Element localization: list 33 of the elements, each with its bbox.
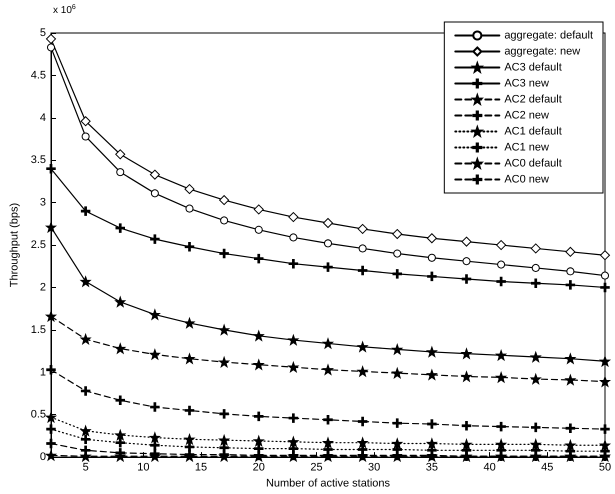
- legend-label: aggregate: new: [504, 46, 580, 58]
- y-tick-label: 3.5: [30, 154, 46, 166]
- legend-label: AC2 default: [504, 94, 562, 106]
- legend-label: AC1 new: [504, 142, 550, 154]
- legend-label: AC3 new: [504, 78, 550, 90]
- y-tick-label: 4: [40, 112, 46, 124]
- x-tick-label: 50: [598, 462, 612, 474]
- legend-label: AC2 new: [504, 110, 550, 122]
- y-tick-label: 5: [40, 27, 46, 39]
- y-tick-label: 1.5: [30, 324, 46, 336]
- x-tick-label: 25: [310, 462, 323, 474]
- legend-label: AC1 default: [504, 126, 562, 138]
- y-tick-label: 1: [40, 366, 46, 378]
- x-axis-title: Number of active stations: [266, 478, 391, 490]
- x-tick-label: 5: [82, 462, 89, 474]
- x-tick-label: 35: [426, 462, 438, 474]
- y-tick-label: 2.5: [30, 239, 46, 252]
- legend-label: AC0 new: [504, 174, 550, 186]
- y-tick-label: 0: [40, 451, 46, 464]
- legend-label: aggregate: default: [504, 30, 594, 42]
- x-tick-label: 20: [252, 462, 265, 474]
- y-axis-title: Throughput (bps): [8, 202, 20, 288]
- x-tick-label: 45: [541, 462, 554, 474]
- y-tick-label: 3: [40, 196, 46, 209]
- x-tick-label: 40: [483, 462, 496, 474]
- legend-label: AC3 default: [504, 62, 562, 74]
- legend-label: AC0 default: [504, 158, 562, 170]
- x-tick-label: 10: [137, 462, 150, 474]
- y-tick-label: 0.5: [30, 408, 46, 421]
- x-tick-label: 15: [194, 462, 208, 474]
- y-tick-label: 4.5: [30, 69, 46, 82]
- x-tick-label: 30: [368, 462, 380, 474]
- y-tick-label: 2: [40, 281, 46, 294]
